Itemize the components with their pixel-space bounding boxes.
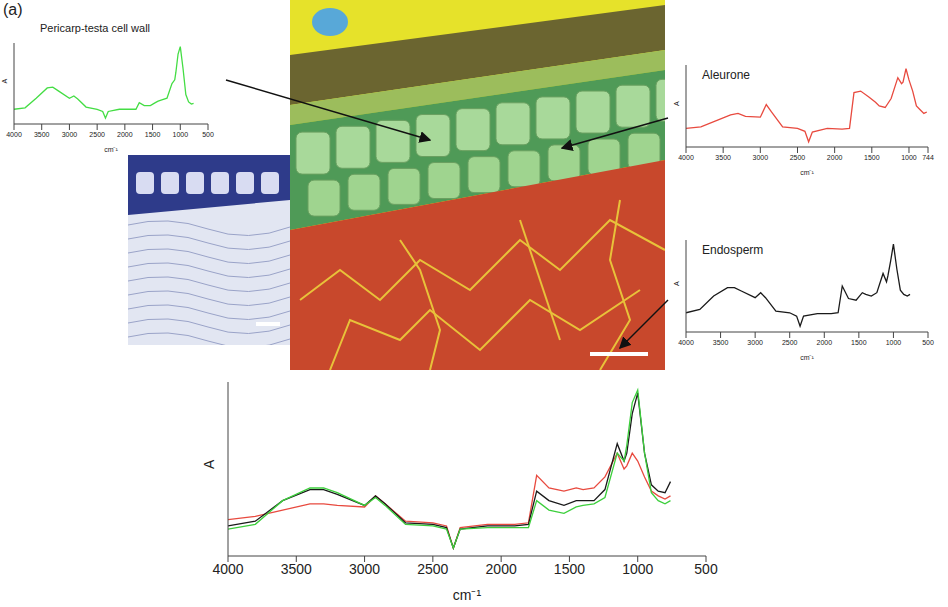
html-text:(a): (a): [3, 1, 23, 18]
svg-text:cm⁻¹: cm⁻¹: [800, 354, 814, 360]
svg-text:2000: 2000: [827, 154, 843, 161]
svg-text:A: A: [201, 459, 217, 469]
svg-text:cm⁻¹: cm⁻¹: [104, 146, 118, 152]
svg-text:A: A: [1, 79, 8, 84]
svg-text:A: A: [673, 281, 680, 286]
svg-text:3500: 3500: [281, 561, 312, 577]
svg-text:3500: 3500: [34, 131, 50, 138]
svg-text:4000: 4000: [678, 339, 694, 346]
svg-text:500: 500: [922, 339, 934, 346]
svg-text:1000: 1000: [172, 131, 188, 138]
svg-text:3500: 3500: [715, 154, 731, 161]
svg-text:A: A: [673, 101, 680, 106]
svg-text:4000: 4000: [678, 154, 694, 161]
svg-text:1500: 1500: [851, 339, 867, 346]
html-text:Endosperm: Endosperm: [702, 243, 764, 257]
svg-text:1500: 1500: [554, 561, 585, 577]
svg-text:744: 744: [922, 154, 934, 161]
svg-text:3000: 3000: [62, 131, 78, 138]
svg-text:2000: 2000: [117, 131, 133, 138]
svg-text:500: 500: [694, 561, 718, 577]
svg-text:500: 500: [202, 131, 214, 138]
html-text:Pericarp-testa cell wall: Pericarp-testa cell wall: [40, 22, 150, 34]
svg-text:1000: 1000: [901, 154, 917, 161]
svg-text:3000: 3000: [753, 154, 769, 161]
svg-text:3000: 3000: [747, 339, 763, 346]
svg-text:2500: 2500: [417, 561, 448, 577]
svg-text:2000: 2000: [486, 561, 517, 577]
svg-text:1000: 1000: [886, 339, 902, 346]
svg-text:2500: 2500: [782, 339, 798, 346]
svg-text:1500: 1500: [145, 131, 161, 138]
svg-text:1500: 1500: [864, 154, 880, 161]
svg-text:3000: 3000: [349, 561, 380, 577]
html-text:Aleurone: Aleurone: [702, 68, 750, 82]
svg-text:2000: 2000: [816, 339, 832, 346]
svg-text:1000: 1000: [622, 561, 653, 577]
svg-text:cm⁻¹: cm⁻¹: [800, 169, 814, 175]
svg-text:3500: 3500: [713, 339, 729, 346]
svg-text:4000: 4000: [6, 131, 22, 138]
svg-text:2500: 2500: [790, 154, 806, 161]
svg-text:2500: 2500: [89, 131, 105, 138]
svg-text:4000: 4000: [212, 561, 243, 577]
svg-text:cm⁻¹: cm⁻¹: [453, 587, 482, 602]
